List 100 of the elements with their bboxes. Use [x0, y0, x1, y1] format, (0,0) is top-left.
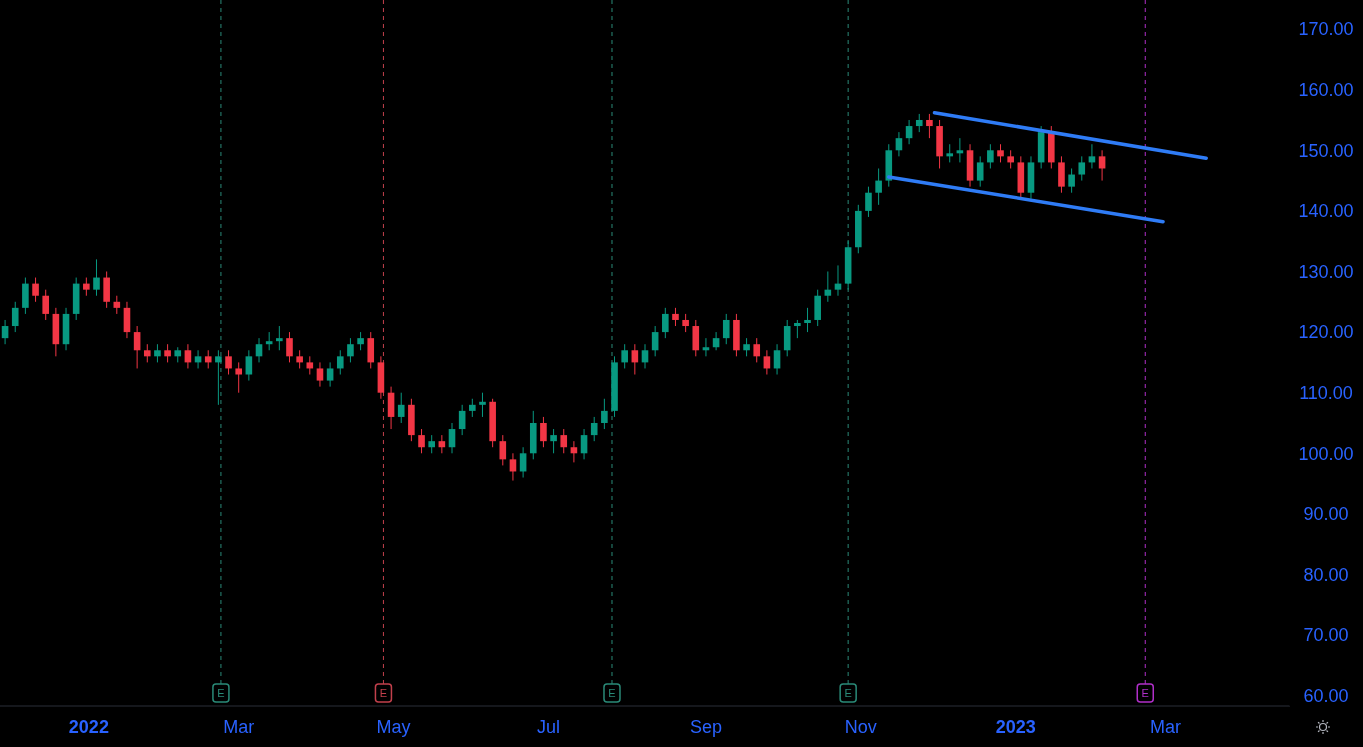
ref-line-label: E — [608, 687, 616, 699]
candlestick — [1088, 143, 1096, 169]
candlestick — [895, 131, 903, 157]
candlestick — [1007, 149, 1014, 169]
candlestick — [83, 277, 90, 297]
candlestick — [316, 361, 324, 388]
y-tick-label: 140.00 — [1298, 201, 1354, 222]
candlestick — [1068, 167, 1075, 194]
candlestick — [1, 319, 9, 345]
candlestick — [1078, 155, 1086, 182]
candlestick — [336, 349, 344, 376]
candlestick — [194, 349, 202, 369]
candlestick — [143, 343, 151, 363]
candlestick — [946, 143, 954, 163]
y-tick-label: 100.00 — [1298, 443, 1354, 464]
candlestick — [255, 337, 263, 363]
candlestick — [570, 440, 578, 463]
candlestick — [469, 398, 476, 418]
candlestick — [448, 422, 456, 454]
candlestick — [519, 446, 527, 479]
candlestick — [672, 307, 679, 327]
candlestick — [418, 428, 425, 454]
candlestick — [712, 331, 720, 351]
candlestick — [438, 434, 446, 454]
y-tick-label: 60.00 — [1303, 686, 1349, 706]
candlestick — [702, 337, 710, 357]
candlestick — [641, 343, 649, 369]
candlestick — [397, 392, 405, 424]
candlestick — [976, 155, 984, 188]
y-tick-label: 80.00 — [1303, 564, 1349, 585]
ref-line-label: E — [217, 687, 225, 699]
candlestick — [743, 337, 750, 357]
candlestick — [834, 264, 842, 297]
candlestick — [276, 325, 283, 351]
candlestick — [651, 325, 659, 357]
candlestick — [580, 428, 588, 460]
candlestick — [987, 143, 994, 169]
candlestick — [926, 113, 933, 139]
y-tick-label: 90.00 — [1303, 504, 1349, 525]
candlestick — [824, 270, 832, 303]
y-tick-label: 120.00 — [1298, 322, 1354, 343]
candlestick — [540, 416, 547, 448]
ref-line-label: E — [844, 687, 852, 699]
x-tick-label: 2023 — [995, 717, 1036, 737]
candlestick — [357, 331, 364, 351]
candlestick — [347, 337, 354, 363]
candlestick — [753, 337, 761, 363]
candlestick — [631, 343, 639, 376]
y-tick-label: 150.00 — [1298, 140, 1354, 161]
y-tick-label: 170.00 — [1298, 19, 1354, 40]
y-tick-label: 130.00 — [1298, 261, 1354, 282]
candlestick — [601, 398, 608, 430]
candlestick — [905, 119, 913, 145]
candlestick — [621, 343, 628, 369]
candlestick — [550, 428, 557, 454]
candlestick — [794, 319, 801, 339]
x-tick-label: Jul — [537, 717, 561, 737]
candlestick — [306, 355, 314, 376]
candlestick — [204, 349, 212, 369]
candlestick — [225, 349, 232, 376]
candlestick — [184, 343, 192, 369]
x-tick-label: Mar — [223, 717, 255, 737]
ref-line-label: E — [379, 687, 388, 699]
candlestick — [722, 313, 730, 345]
candlestick — [42, 289, 50, 321]
x-tick-label: 2022 — [68, 717, 109, 737]
candlestick — [215, 349, 222, 406]
y-tick-label: 110.00 — [1299, 382, 1353, 403]
candlestick — [997, 143, 1004, 163]
candlestick — [773, 343, 781, 376]
x-tick-label: Nov — [844, 717, 877, 737]
candlestick — [286, 331, 293, 363]
candlestick — [875, 167, 882, 206]
candlestick — [915, 113, 923, 133]
x-tick-label: May — [376, 717, 411, 737]
candlestick — [245, 349, 253, 382]
candlestick — [296, 349, 303, 369]
candlestick — [804, 307, 811, 333]
candlestick — [682, 313, 689, 333]
candlestick — [235, 361, 242, 394]
candlestick — [479, 392, 486, 418]
x-tick-label: Sep — [689, 717, 722, 737]
ref-line-label: E — [1141, 687, 1149, 699]
candlestick — [133, 325, 141, 369]
candlestick — [865, 186, 872, 218]
x-tick-label: Mar — [1150, 717, 1182, 737]
candlestick — [11, 301, 19, 333]
candlestick — [428, 434, 435, 454]
candlestick — [560, 428, 568, 454]
candlestick — [154, 343, 161, 363]
candlestick — [32, 277, 39, 303]
y-tick-label: 70.00 — [1303, 625, 1349, 646]
candlestick — [1098, 149, 1106, 182]
candlestick — [662, 307, 669, 339]
candlestick — [590, 416, 598, 442]
y-tick-label: 160.00 — [1298, 79, 1354, 100]
candlestick — [164, 343, 171, 363]
candlestick — [763, 349, 771, 376]
candlestick — [113, 295, 121, 315]
candlestick — [956, 137, 964, 163]
